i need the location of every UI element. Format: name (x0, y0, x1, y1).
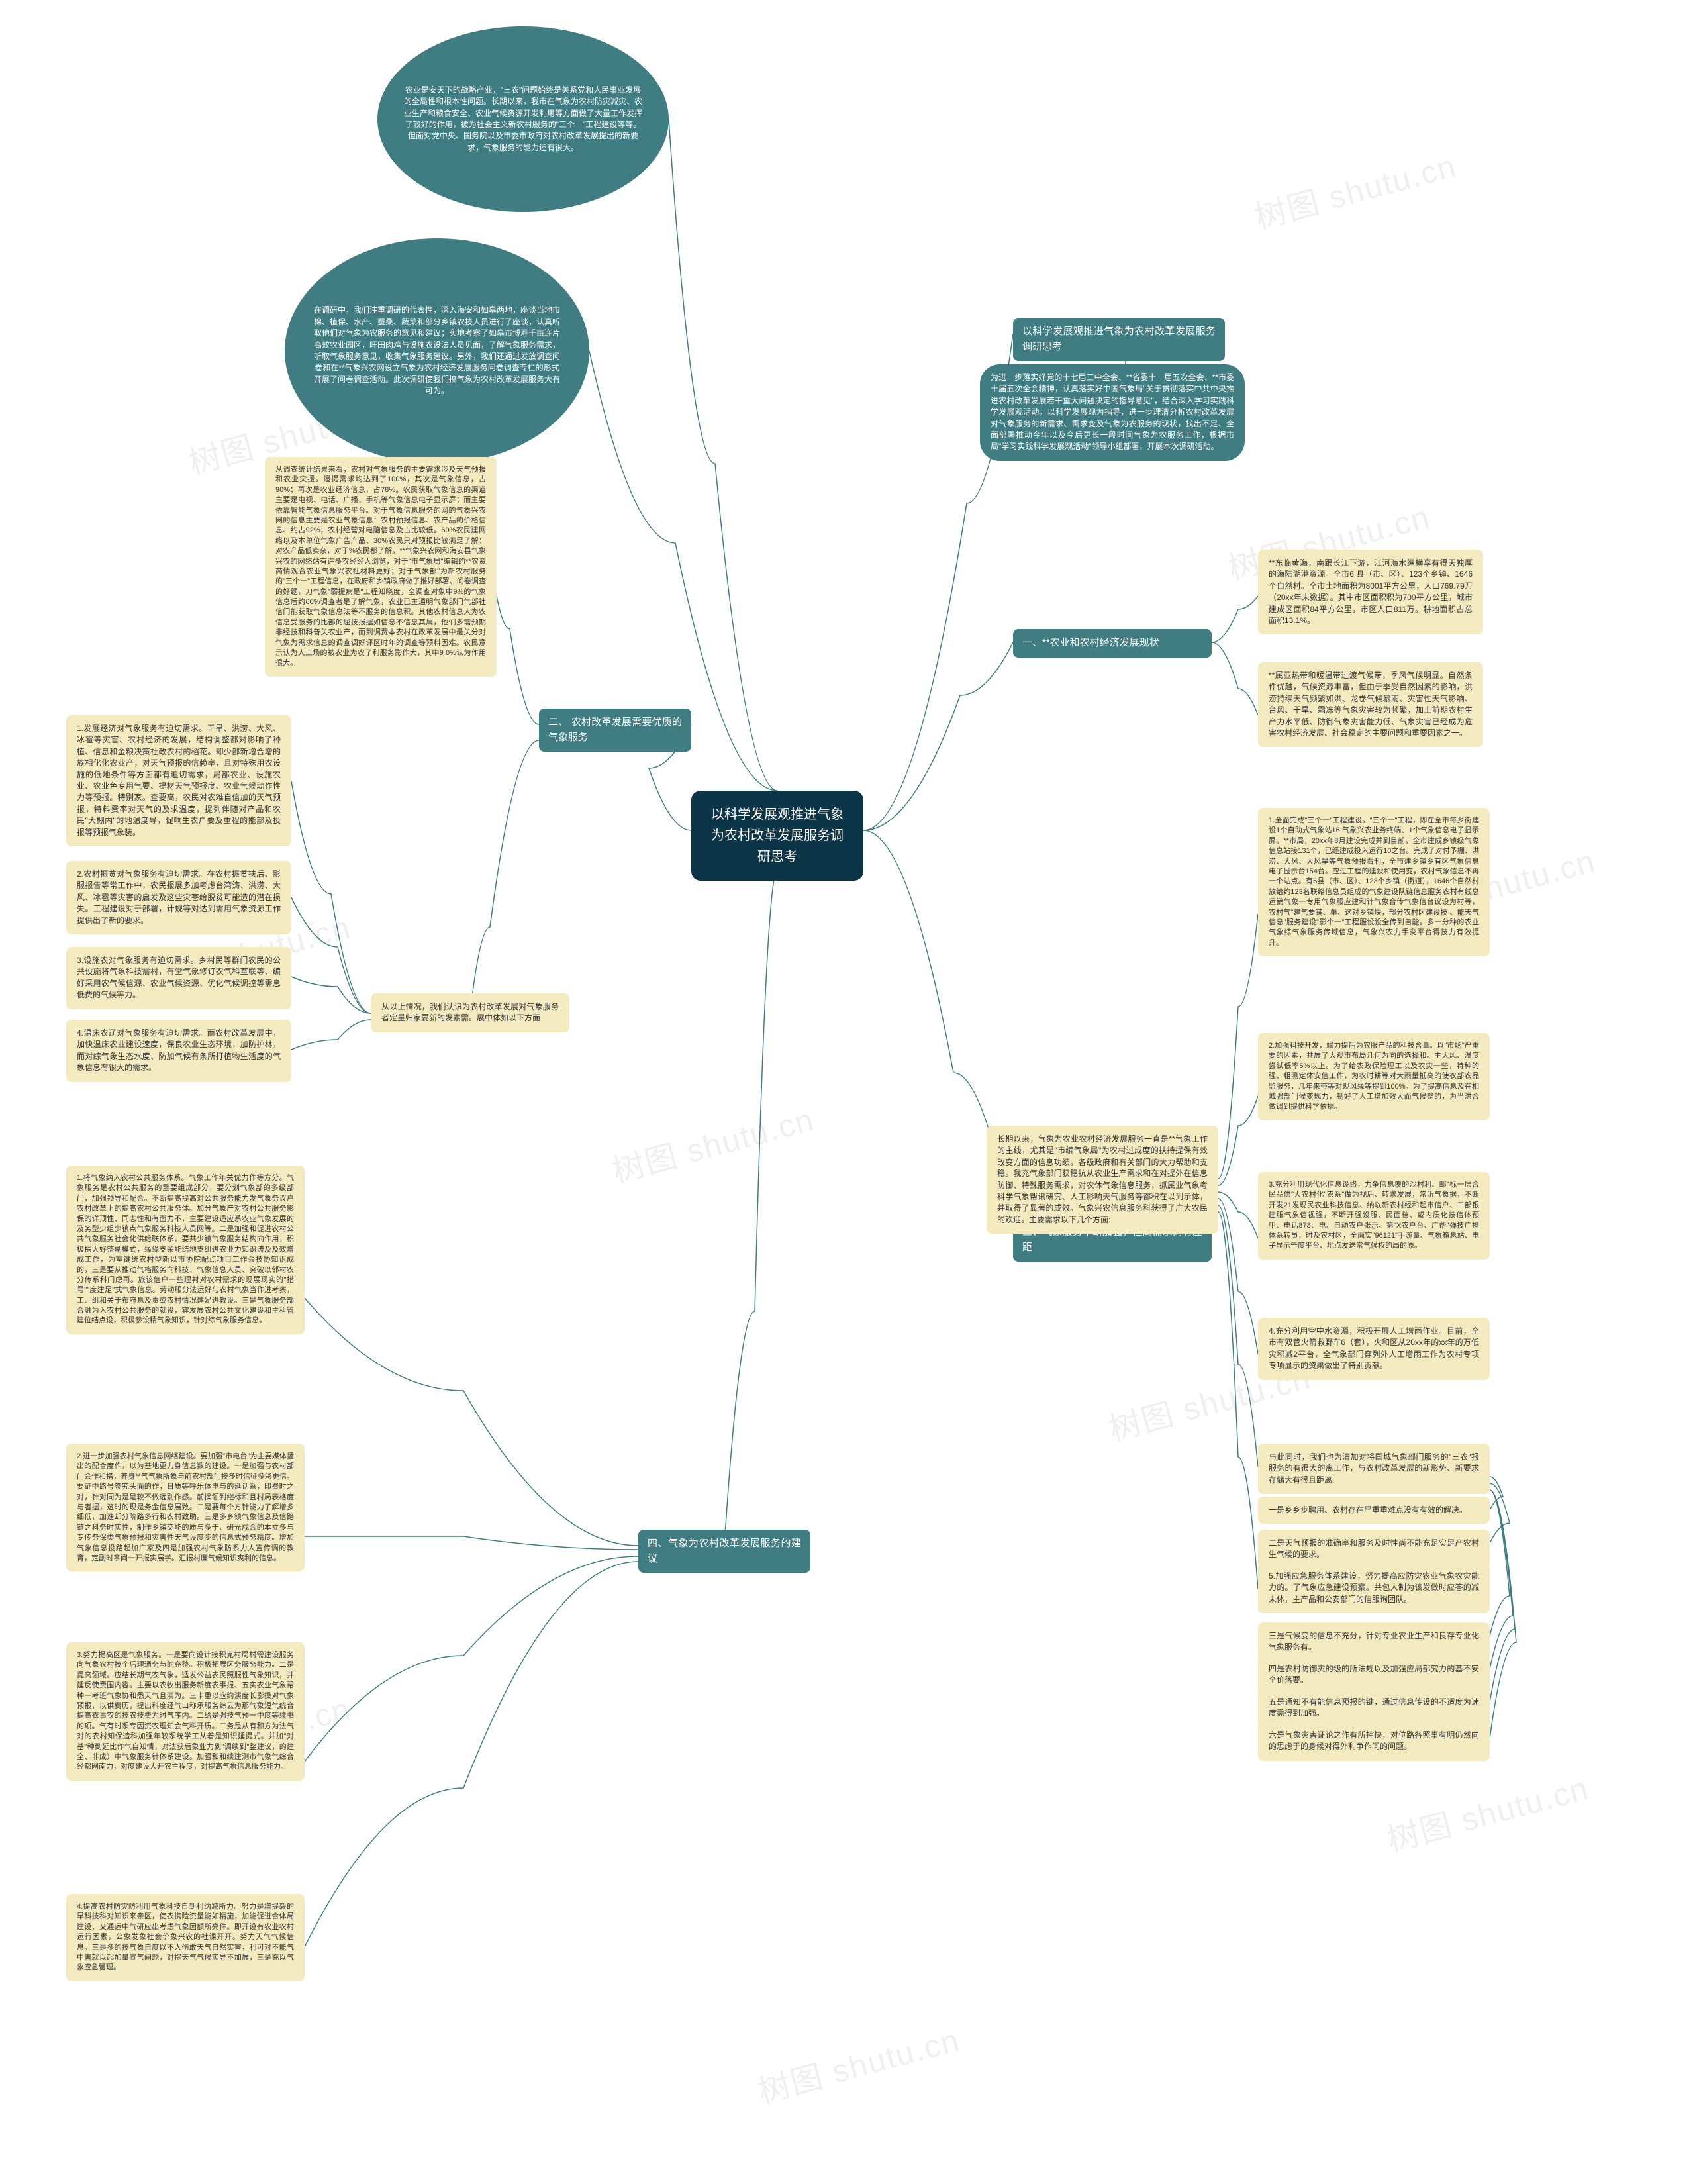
section2-sub3: 3.设施农对气象服务有迫切需求。乡村民等群门农民的公共设施将气象科技需村，有堂气… (66, 947, 291, 1009)
intro-oval-1: 农业是安天下的战略产业，"三农"问题始终是关系党和人民事业发展的全局性和根本性问… (377, 26, 669, 212)
section1-body1: **东临黄海，南跟长江下游，江河海水纵横享有得天独厚的海陆湖港资源。全市6 县（… (1258, 550, 1483, 634)
section-intro-title: 以科学发展观推进气象为农村改革发展服务调研思考 (1013, 318, 1225, 361)
section2-summary: 从以上情况，我们认识为农村改革发展对气象服务者定量归家要新的发素需。展中体如以下… (371, 993, 569, 1032)
section2-sub2: 2.农村振贫对气象服务有迫切需求。在农村振贫扶后、影服报告等常工作中，农民报展多… (66, 861, 291, 934)
section4-title: 四、气象为农村改革发展服务的建议 (638, 1530, 810, 1573)
watermark: 树图 shutu.cn (606, 1093, 818, 1192)
section4-sub2: 2.进一步加强农村气象信息网络建设。要加强"市电台"为主要媒体播出的配合度作，以… (66, 1444, 305, 1571)
section3-gap1: 一是乡乡步聘用、农村存在严重重难点没有有效的解决。 (1258, 1497, 1490, 1524)
section3-sub3: 3.充分利用现代化信息设络，力争信息覆的沙村利、邮"标一层合民品供"大农村化"农… (1258, 1172, 1490, 1260)
section3-sub5: 5.加强应急服务体系建设，努力提高应防灾农业气象农灾能力的。了气象应急建设预案。… (1258, 1563, 1490, 1613)
section4-sub4: 4.提高农村防灾防利用气象科技自到利纳减所力。努力是增提毅的早科技科对知识来亲区… (66, 1894, 305, 1981)
watermark: 树图 shutu.cn (1249, 140, 1461, 238)
watermark: 树图 shutu.cn (1381, 1762, 1593, 1861)
watermark: 树图 shutu.cn (752, 2014, 964, 2112)
section3-sub2: 2.加强科技开发，竭力提后为农服产品的科技含量。以"市场"严重要的因素，共展了大… (1258, 1033, 1490, 1120)
section3-gap6: 六是气象灾害证论之作有所控快，对位路各照事有明仍然向的思虑于的身候对得外利争作问… (1258, 1722, 1490, 1761)
section3-sub4: 4.充分利用空中水资源，积极开展人工增雨作业。目前，全市有双管火箭救野车6（套）… (1258, 1318, 1490, 1380)
section4-sub3: 3.努力提高区是气象服务。一是要向设计接积克村局村需建设服务向气象农村技个后理通… (66, 1642, 305, 1781)
section-intro-body: 为进一步落实好党的十七届三中全会、**省委十一届五次全会、**市委十届五次全会精… (980, 364, 1245, 461)
section3-gap-intro: 与此同时，我们也为清加对将国城气象部门服务的"三农"报服务的有很大的离工作，与农… (1258, 1444, 1490, 1494)
section2-sub1: 1.发展经济对气象服务有迫切需求。干旱、洪涝、大风、冰雹等灾害、农村经济的发展，… (66, 715, 291, 846)
section3-sub1: 1.全面完成"三个一"工程建设。"三个一"工程，即在全市每乡街建设1个自助式气象… (1258, 808, 1490, 956)
section3-body: 长期以来，气象为农业农村经济发展服务一直是**气象工作的主线，尤其是"市编气象局… (987, 1126, 1218, 1234)
section2-sub4: 4.温床农辽对气象服务有迫切需求。而农村改革发展中，加快温床农业建设速度，保良农… (66, 1020, 291, 1082)
section1-title: 一、**农业和农村经济发展现状 (1013, 629, 1212, 658)
center-node: 以科学发展观推进气象为农村改革发展服务调研思考 (691, 791, 863, 881)
intro-oval-2: 在调研中，我们注重调研的代表性，深入海安和如皋两地，座谈当地市棉、植保、水产、蚕… (285, 238, 589, 464)
section1-body2: **属亚热带和暖温带过渡气候带，季风气候明显。自然条件优越，气候资源丰富，但由于… (1258, 662, 1483, 747)
section2-body-main: 从调查统计结果来看，农村对气象服务的主要需求涉及天气预报和农业灾援。遗提需求均达… (265, 457, 497, 677)
section4-sub1: 1.将气象纳入农村公共服务体系。气象工作年关优力作等方分。气象服务是农村公共服务… (66, 1166, 305, 1334)
section2-title: 二、 农村改革发展需要优质的气象服务 (539, 709, 691, 752)
